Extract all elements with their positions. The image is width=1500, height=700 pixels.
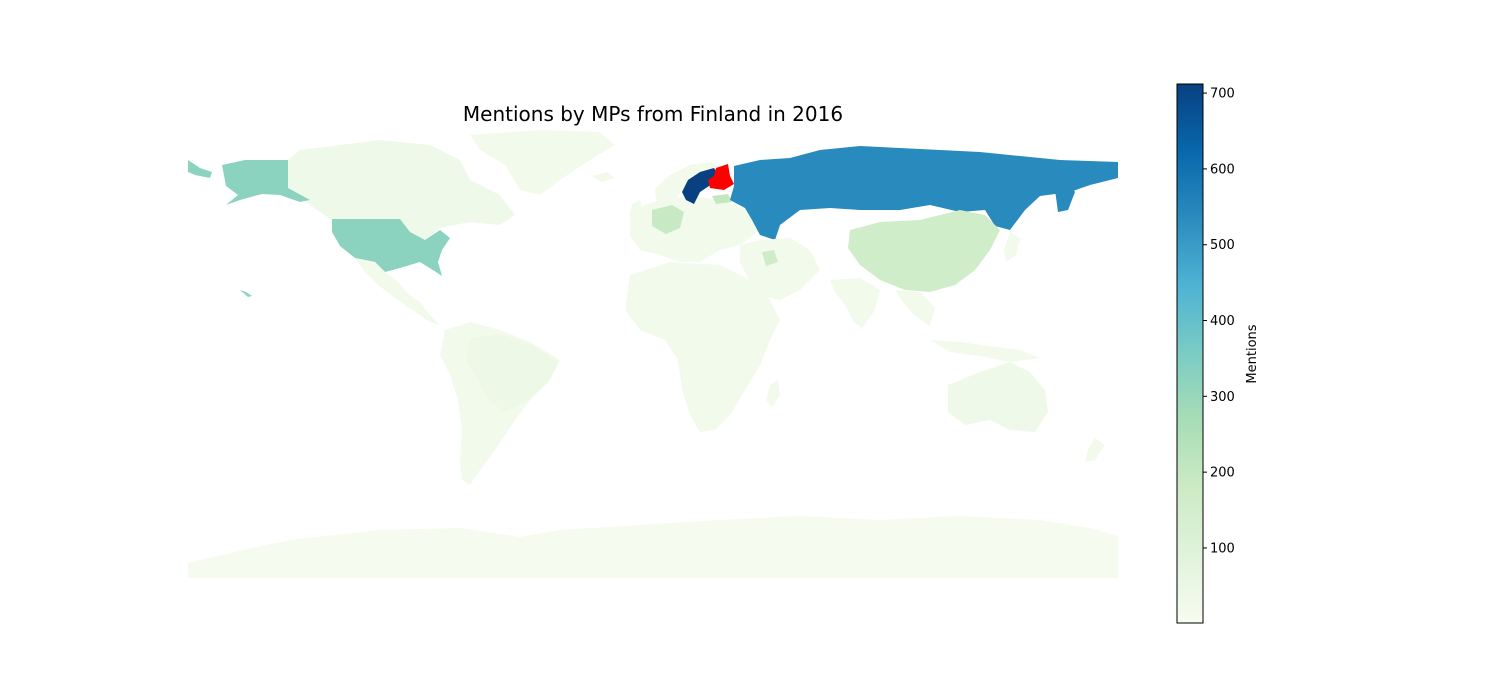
region-new-zealand [1085,438,1105,462]
colorbar [1176,83,1204,624]
colorbar-label: Mentions [1245,324,1260,383]
region-africa [625,262,780,432]
colorbar-tick-label: 600 [1210,162,1235,177]
colorbar-ticks: 100 200 300 400 500 600 700 [1203,87,1235,556]
colorbar-tick-label: 500 [1210,238,1235,253]
region-se-asia [895,290,935,326]
region-finland [708,164,734,190]
colorbar-tick-label: 700 [1210,87,1235,102]
region-indonesia [930,340,1040,362]
colorbar-tick-label: 200 [1210,466,1235,481]
region-middle-east [740,238,820,300]
colorbar-tick-label: 300 [1210,390,1235,405]
region-australia [948,362,1048,432]
region-brazil [466,334,558,412]
region-syria [762,250,778,266]
colorbar-tick-label: 100 [1210,541,1235,556]
region-mexico [355,258,440,325]
region-antarctica [188,516,1118,578]
chart-title: Mentions by MPs from Finland in 2016 [463,102,843,126]
region-alaska [222,160,310,205]
region-iceland [592,172,615,182]
region-madagascar [766,380,780,408]
region-russia [730,146,1118,240]
region-canada [288,140,515,240]
region-uk [630,200,644,222]
region-greenland [470,130,615,195]
region-japan [1004,232,1020,262]
region-russia-east [1055,182,1075,212]
world-map [188,130,1118,578]
region-usa [332,219,450,276]
region-india [830,278,880,328]
region-germany [652,205,684,234]
region-china [848,210,1000,292]
colorbar-tick-label: 400 [1210,314,1235,329]
region-hawaii [240,290,252,297]
region-sweden [682,168,718,204]
region-aleutians [188,160,212,178]
region-estonia [712,194,732,204]
